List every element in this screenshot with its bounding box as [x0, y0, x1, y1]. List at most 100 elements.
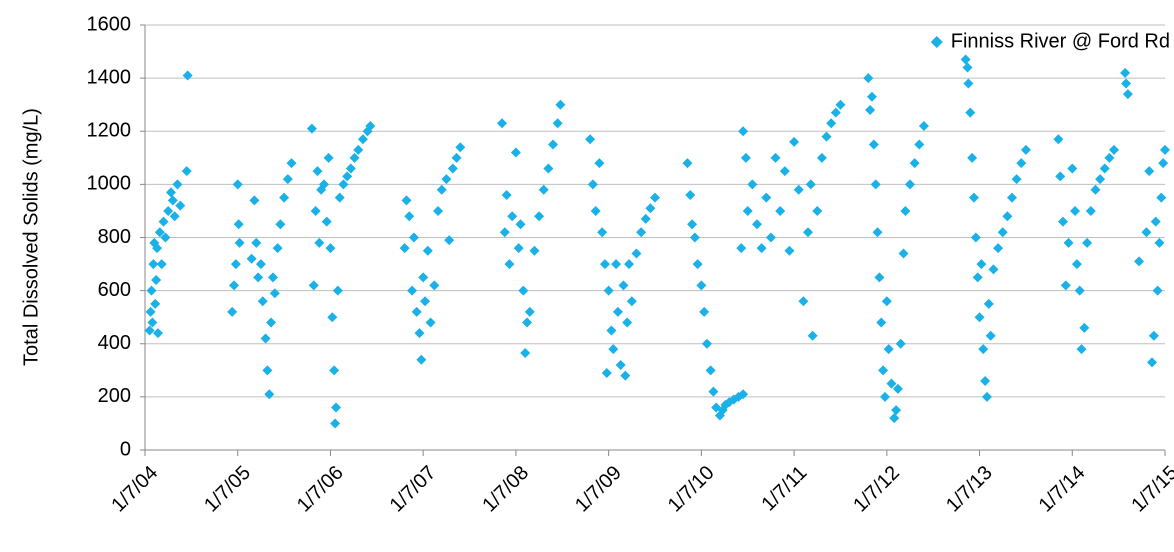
point	[329, 365, 340, 376]
point	[761, 192, 772, 203]
point	[1156, 192, 1167, 203]
point	[331, 402, 342, 413]
point	[272, 243, 283, 254]
point	[1095, 174, 1106, 185]
point	[1076, 344, 1087, 355]
point	[407, 285, 418, 296]
point	[826, 118, 837, 129]
point	[408, 232, 419, 243]
point	[232, 179, 243, 190]
point	[988, 264, 999, 275]
point	[1085, 205, 1096, 216]
point	[962, 62, 973, 73]
point	[1154, 237, 1165, 248]
x-tick-label: 1/7/08	[478, 462, 533, 517]
point	[504, 259, 515, 270]
point	[543, 163, 554, 174]
point	[148, 259, 159, 270]
point	[267, 272, 278, 283]
point	[798, 296, 809, 307]
point	[455, 142, 466, 153]
point	[165, 187, 176, 198]
point	[874, 272, 885, 283]
point	[499, 227, 510, 238]
point	[262, 365, 273, 376]
point	[895, 338, 906, 349]
point	[612, 306, 623, 317]
point	[163, 205, 174, 216]
point	[636, 227, 647, 238]
point	[555, 99, 566, 110]
point	[970, 232, 981, 243]
point	[522, 317, 533, 328]
point	[597, 227, 608, 238]
point	[879, 391, 890, 402]
point	[182, 70, 193, 81]
point	[353, 144, 364, 155]
point	[608, 344, 619, 355]
point	[529, 245, 540, 256]
point	[696, 280, 707, 291]
point	[981, 391, 992, 402]
point	[1067, 163, 1078, 174]
point	[682, 158, 693, 169]
point	[518, 285, 529, 296]
point	[151, 275, 162, 285]
point	[227, 306, 238, 317]
point	[793, 184, 804, 195]
y-tick-label: 200	[98, 385, 131, 407]
point	[881, 296, 892, 307]
point	[868, 139, 879, 150]
point	[257, 296, 268, 307]
point	[147, 317, 158, 328]
point	[747, 179, 758, 190]
point	[264, 389, 275, 400]
point	[705, 365, 716, 376]
point	[444, 235, 455, 246]
point	[742, 205, 753, 216]
point	[318, 179, 329, 190]
x-tick-label: 1/7/05	[200, 462, 255, 517]
point	[965, 107, 976, 118]
point	[334, 192, 345, 203]
point	[699, 306, 710, 317]
point	[411, 306, 422, 317]
point	[976, 259, 987, 270]
point	[146, 285, 157, 296]
point	[615, 360, 626, 370]
point	[325, 243, 336, 254]
point	[606, 325, 617, 336]
point	[332, 285, 343, 296]
point	[548, 139, 558, 150]
point	[603, 285, 614, 296]
point	[967, 152, 978, 163]
point	[1058, 216, 1068, 227]
point	[275, 219, 286, 230]
point	[1150, 216, 1161, 227]
x-tick-label: 1/7/15	[1127, 462, 1174, 517]
point	[738, 389, 749, 400]
point	[622, 317, 633, 328]
point	[1063, 237, 1074, 248]
point	[414, 328, 425, 339]
point	[585, 134, 596, 145]
point	[631, 248, 642, 259]
point	[433, 205, 444, 216]
point	[1148, 330, 1159, 341]
point	[599, 259, 610, 270]
point	[886, 378, 897, 389]
point	[321, 216, 332, 227]
point	[169, 211, 180, 222]
point	[980, 375, 991, 386]
point	[1109, 144, 1119, 155]
point	[279, 192, 290, 203]
point	[997, 227, 1008, 238]
point	[687, 219, 698, 230]
point	[689, 232, 700, 243]
y-tick-label: 1600	[87, 13, 132, 35]
y-tick-label: 1400	[87, 66, 132, 88]
point	[251, 237, 262, 248]
point	[152, 328, 163, 339]
point	[330, 418, 341, 429]
point	[1020, 144, 1031, 155]
